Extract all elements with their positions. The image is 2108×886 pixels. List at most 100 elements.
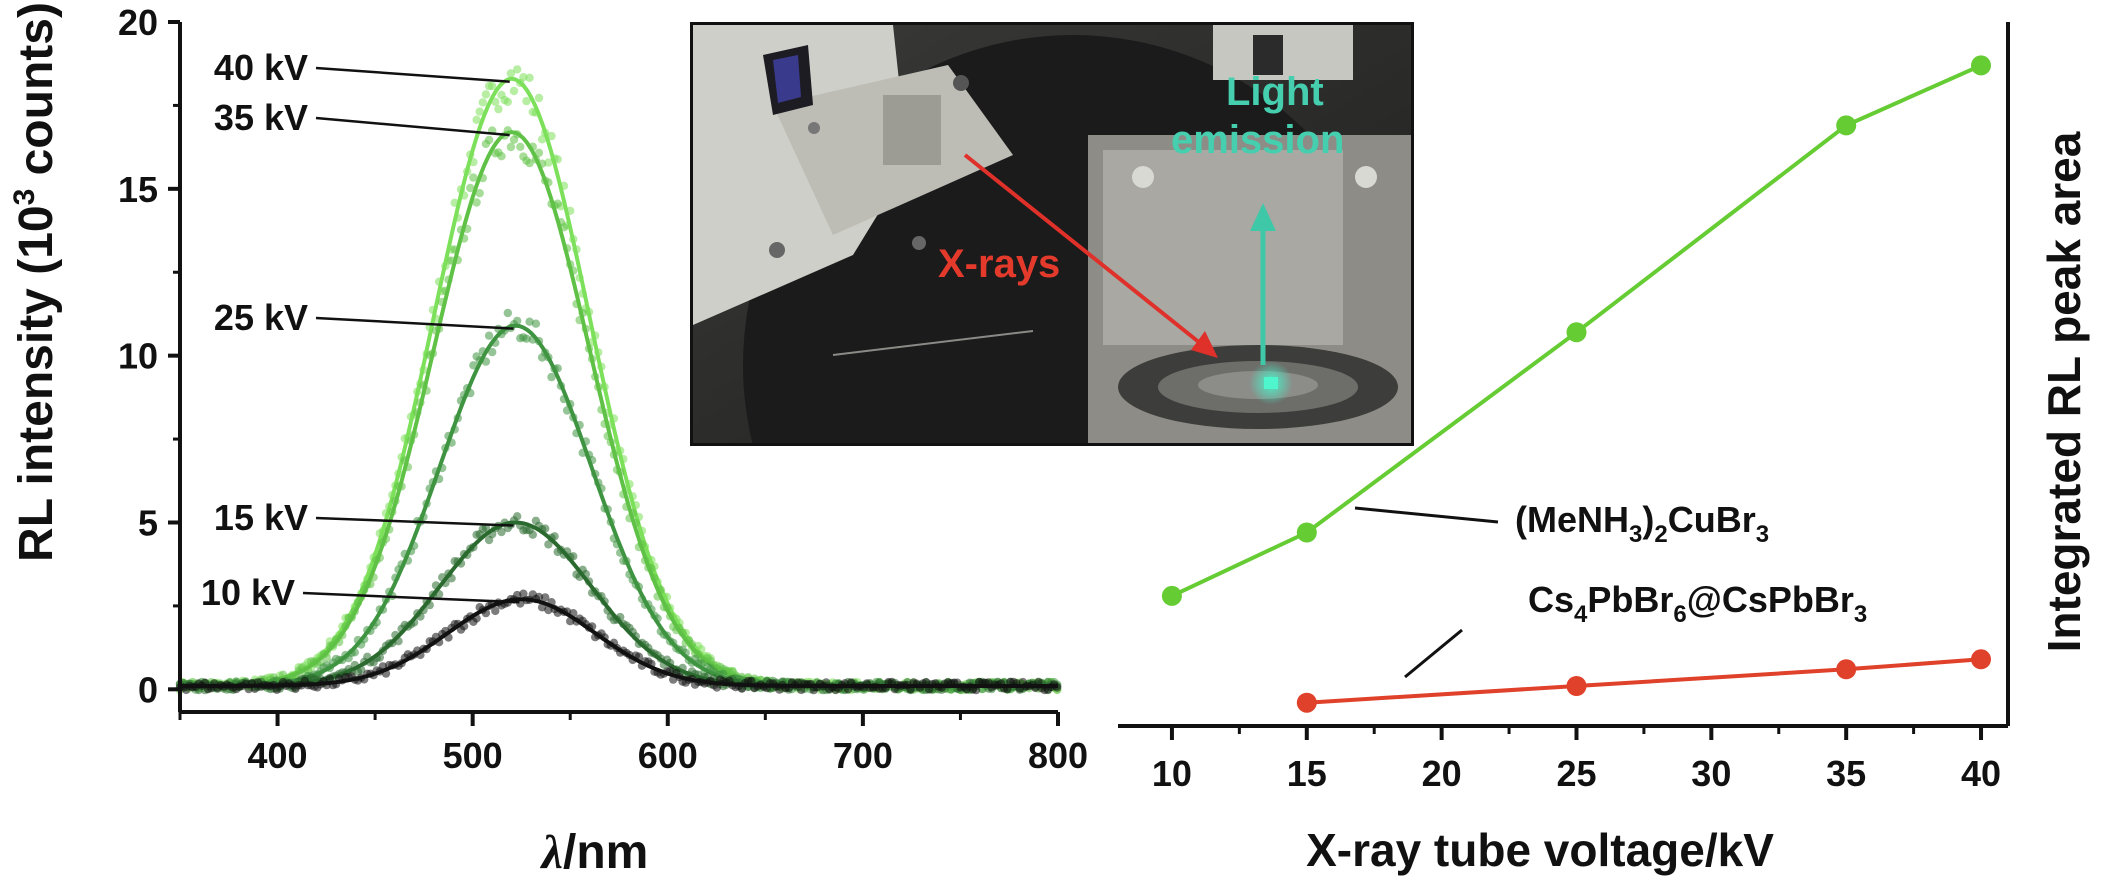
sample-crystal — [1264, 377, 1278, 389]
spectrum-axes: 0 5 10 15 20 400 500 600 700 800 — [118, 2, 1088, 776]
right-x-tick-label: 25 — [1556, 753, 1596, 794]
spectrum-point — [503, 97, 512, 107]
spectrum-line — [180, 597, 1058, 688]
series-labels: (MeNH3)2CuBr3 Cs4PbBr6@CsPbBr3 — [1354, 499, 1867, 679]
setup-photo — [693, 25, 1411, 443]
series-marker — [1971, 649, 1991, 670]
series-line — [1306, 657, 1982, 705]
series-label-cspbbr-leader — [1404, 628, 1463, 679]
right-x-tick-label: 15 — [1287, 753, 1327, 794]
xray-arrow-line — [963, 153, 1207, 349]
right-x-tick-label: 35 — [1826, 753, 1866, 794]
right-x-axis-title: X-ray tube voltage/kV — [1306, 824, 1774, 876]
spectrum-point — [534, 93, 544, 103]
spectrum-point — [466, 183, 475, 193]
left-x-tick-label: 700 — [833, 735, 893, 776]
bracket-screw-1 — [1132, 166, 1154, 188]
bracket-screw-2 — [1355, 166, 1377, 188]
xrays-label: X-rays — [938, 242, 1061, 286]
spectrum-point — [547, 372, 556, 382]
spectrum-point — [547, 131, 556, 141]
spectrum-point — [519, 589, 528, 598]
screw-1 — [953, 75, 969, 91]
series-marker — [1836, 115, 1857, 136]
voltage-annotations: 40 kV 35 kV 25 kV 15 kV 10 kV — [201, 47, 520, 613]
spectrum-point — [513, 316, 522, 326]
left-x-tick-label: 500 — [443, 735, 503, 776]
spectrum-point — [491, 606, 500, 616]
voltage-label: 15 kV — [214, 497, 308, 538]
voltage-label-leader — [315, 316, 514, 330]
voltage-label: 35 kV — [214, 97, 308, 138]
spectrum-point — [513, 512, 522, 521]
series-marker — [1566, 676, 1587, 696]
spectrum-point — [481, 90, 491, 99]
spectrum-point — [553, 199, 562, 208]
series-label-menh3: (MeNH3)2CuBr3 — [1515, 499, 1769, 548]
spectrum-plot: 0 5 10 15 20 400 500 600 700 800 40 kV 35 kV 25 kV 1… — [118, 2, 1088, 776]
voltage-label-leader — [302, 591, 520, 604]
left-y-tick-label: 15 — [118, 169, 158, 210]
spectrum-point — [541, 593, 550, 602]
left-x-tick-label: 800 — [1028, 735, 1088, 776]
tube-window — [883, 95, 941, 165]
spectrum-point — [469, 361, 478, 370]
spectrum-point — [488, 347, 497, 357]
series-marker — [1296, 692, 1317, 713]
series-menh3-cubr3 — [1161, 55, 1991, 606]
spectrum-point — [528, 530, 537, 539]
screw-3 — [769, 242, 785, 258]
voltage-label-leader — [315, 66, 510, 83]
spectrum-point — [484, 135, 494, 145]
voltage-label-leader — [315, 116, 510, 137]
peak-area-series — [1161, 55, 1991, 713]
left-y-tick-label: 10 — [118, 336, 158, 377]
tube-aperture-glass — [773, 55, 801, 103]
screw-4 — [808, 122, 820, 134]
spectrum-point — [497, 152, 506, 161]
bracket-plate — [1103, 150, 1343, 345]
spectrum-point — [478, 98, 487, 107]
spectrum-point — [481, 523, 491, 533]
voltage-label-leader — [315, 516, 514, 527]
spectrum-point — [509, 86, 519, 96]
spectrum-point — [488, 81, 497, 91]
spectrum-point — [472, 198, 481, 207]
peak-area-plot: 10 15 20 25 30 35 40 (MeNH3)2CuBr3 Cs4PbBr6@Cs… — [1118, 22, 2010, 794]
spectrum-point — [531, 319, 541, 328]
setup-photo-inset: X-rays Light emission — [690, 22, 1414, 446]
spectrum-point — [537, 135, 547, 144]
spectrum-point — [525, 73, 534, 83]
voltage-label: 10 kV — [201, 572, 295, 613]
spectrum-point — [506, 69, 516, 78]
spectrum-point — [513, 65, 522, 74]
voltage-label: 25 kV — [214, 297, 308, 338]
left-y-tick-label: 5 — [138, 502, 158, 543]
series-label-menh3-leader — [1354, 506, 1499, 524]
left-x-tick-label: 600 — [638, 735, 698, 776]
spectrum-series-10kv — [175, 589, 1062, 695]
spectrum-point — [516, 142, 525, 151]
left-y-tick-label: 0 — [138, 669, 158, 710]
disk-edge — [832, 330, 1034, 356]
series-marker — [1971, 55, 1991, 76]
series-cs4pbbr6 — [1296, 649, 1991, 713]
spectrum-point — [534, 148, 544, 157]
spectrum-point — [519, 73, 528, 82]
spectrum-point — [506, 142, 516, 152]
series-marker — [1161, 585, 1182, 606]
spectrum-point — [522, 334, 531, 343]
spectrum-point — [469, 173, 478, 182]
left-x-tick-label: 400 — [248, 735, 308, 776]
spectrum-point — [472, 115, 481, 125]
voltage-label: 40 kV — [214, 47, 308, 88]
spectrum-point — [494, 104, 503, 114]
emission-label: emission — [1171, 118, 1345, 162]
spectrum-point — [484, 331, 494, 340]
emission-arrowhead — [1250, 203, 1276, 231]
right-x-tick-label: 10 — [1152, 753, 1192, 794]
screw-2 — [912, 236, 926, 250]
spectrum-point — [544, 540, 553, 549]
spectrum-point — [497, 527, 506, 537]
xray-arrowhead — [1191, 331, 1218, 358]
